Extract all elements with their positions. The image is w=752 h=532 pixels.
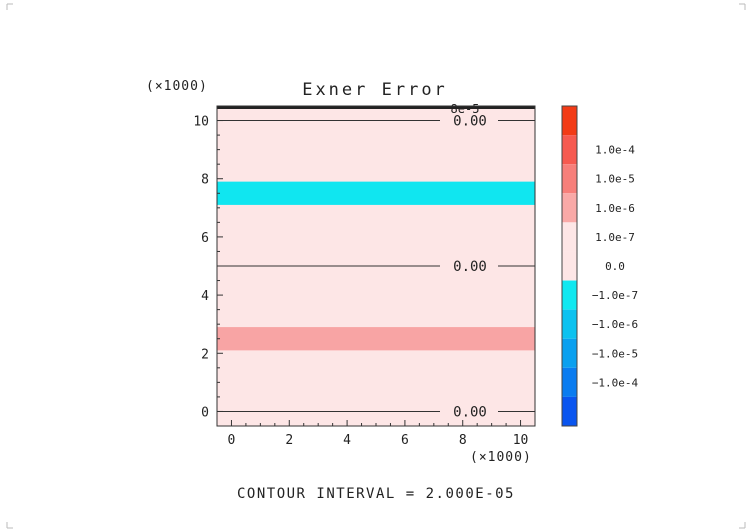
colorbar-segment-1 <box>562 135 577 165</box>
x-axis: 0 2 4 6 8 10 <box>216 420 536 448</box>
top-edge-label: 8e-5 <box>451 102 480 116</box>
contour-label-2: 0.00 <box>453 114 487 130</box>
x-tick-label-1: 2 <box>285 433 293 448</box>
colorbar-label-4: 1.0e-7 <box>595 231 635 244</box>
y-tick-label-5: 10 <box>193 115 209 130</box>
colorbar-label-9: −1.0e-4 <box>592 376 639 389</box>
colorbar-segment-10 <box>562 396 577 426</box>
contour-label-0: 0.00 <box>453 404 487 420</box>
contour-interval-footer: CONTOUR INTERVAL = 2.000E-05 <box>237 486 515 502</box>
colorbar-label-2: 1.0e-5 <box>595 173 635 186</box>
colorbar-segment-4 <box>562 222 577 252</box>
colorbar-label-1: 1.0e-4 <box>595 144 635 157</box>
colorbar-segment-8 <box>562 338 577 368</box>
y-tick-label-2: 4 <box>201 289 209 304</box>
colorbar-segment-6 <box>562 280 577 310</box>
colorbar-label-8: −1.0e-5 <box>592 347 638 360</box>
colorbar-segment-9 <box>562 367 577 397</box>
colorbar-label-6: −1.0e-7 <box>592 289 638 302</box>
crop-marks <box>6 3 746 529</box>
colorbar-segment-0 <box>562 106 577 136</box>
colorbar: 1.0e-4 1.0e-5 1.0e-6 1.0e-7 0.0 −1.0e-7 −1.0e-… <box>561 105 639 427</box>
y-tick-label-3: 6 <box>201 231 209 246</box>
colorbar-segment-3 <box>562 193 577 223</box>
x-tick-label-0: 0 <box>228 433 236 448</box>
colorbar-label-5: 0.0 <box>605 260 625 273</box>
chart-title: Exner Error <box>302 80 448 100</box>
x-tick-label-2: 4 <box>343 433 351 448</box>
y-axis: 0 2 4 6 8 10 <box>193 105 223 427</box>
colorbar-segment-2 <box>562 164 577 194</box>
colorbar-segment-5 <box>562 251 577 281</box>
contour-band-1 <box>217 181 535 205</box>
y-tick-label-0: 0 <box>201 405 209 420</box>
y-tick-label-4: 8 <box>201 173 209 188</box>
y-tick-label-1: 2 <box>201 347 209 362</box>
colorbar-label-3: 1.0e-6 <box>595 202 635 215</box>
contour-band-0 <box>217 327 535 351</box>
colorbar-segment-7 <box>562 309 577 339</box>
x-tick-label-3: 6 <box>401 433 409 448</box>
x-tick-label-5: 10 <box>513 433 529 448</box>
colorbar-frame <box>561 105 578 427</box>
y-multiplier-label: (×1000) <box>146 79 208 94</box>
colorbar-label-7: −1.0e-6 <box>592 318 638 331</box>
x-tick-label-4: 8 <box>459 433 467 448</box>
contour-label-1: 0.00 <box>453 259 487 275</box>
x-multiplier-label: (×1000) <box>470 450 532 465</box>
